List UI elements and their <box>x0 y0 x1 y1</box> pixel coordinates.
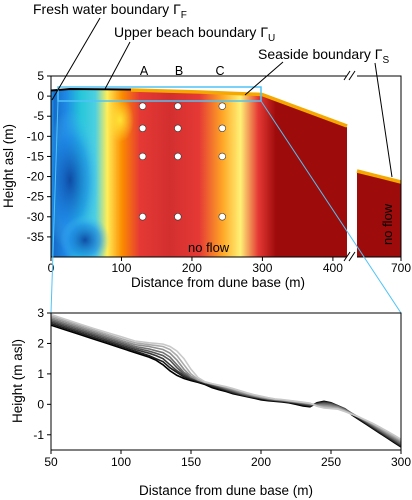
y-tick-label: -30 <box>27 210 45 224</box>
bottom-x-tick-label: 200 <box>251 455 271 469</box>
profile-series <box>51 313 401 448</box>
x-tick-label: 400 <box>323 261 343 275</box>
bottom-x-tick-label: 250 <box>321 455 341 469</box>
no-flow-bottom-label: no flow <box>188 240 230 255</box>
observation-point-c <box>218 102 226 110</box>
profile-label-c: C <box>215 64 224 78</box>
seaside-boundary-line-right <box>356 169 402 184</box>
bottom-x-tick-label: 100 <box>111 455 131 469</box>
y-tick-label: 5 <box>37 69 44 83</box>
upper-beach-annotation: Upper beach boundary ΓU <box>104 24 275 90</box>
x-tick-label: 700 <box>391 261 411 275</box>
bottom-axes-frame <box>50 312 402 451</box>
observation-point-c <box>218 152 226 161</box>
top-panel: 50-5-10-15-20-25-30-35 0 100 200 300 400 700 … <box>1 1 411 290</box>
y-axis-label: Height asl (m) <box>1 124 16 208</box>
observation-point-b <box>174 124 182 132</box>
svg-text:Upper beach boundary ΓU: Upper beach boundary ΓU <box>114 24 275 44</box>
x-axis-ticks: 0 100 200 300 400 700 <box>48 257 411 275</box>
bottom-x-tick-label: 300 <box>391 455 411 469</box>
svg-text:Seaside boundary ΓS: Seaside boundary ΓS <box>258 46 389 66</box>
seaside-boundary-line <box>130 88 348 128</box>
x-tick-label: 100 <box>111 261 131 275</box>
bottom-y-tick-label: -1 <box>33 428 44 442</box>
bottom-y-tick-label: 2 <box>37 336 44 350</box>
observation-point-a <box>138 102 147 110</box>
observation-point-a <box>138 213 147 221</box>
y-tick-label: -20 <box>27 170 45 184</box>
zoom-connector-left <box>50 100 59 314</box>
x-axis-label: Distance from dune base (m) <box>131 275 305 290</box>
x-tick-label: 300 <box>252 261 272 275</box>
fresh-water-lens-deep <box>60 215 110 257</box>
observation-point-b <box>174 152 182 161</box>
zoom-connector-right <box>260 100 402 314</box>
profile-label-b: B <box>175 64 183 78</box>
mixing-zone <box>106 98 134 142</box>
observation-point-a <box>138 124 147 132</box>
y-tick-label: -5 <box>33 109 44 123</box>
observation-point-b <box>174 102 182 110</box>
x-tick-label: 0 <box>48 261 55 275</box>
axis-break-marks <box>343 70 356 262</box>
seaside-annotation: Seaside boundary ΓS <box>244 46 393 178</box>
y-tick-label: 0 <box>37 89 44 103</box>
bottom-y-tick-label: 1 <box>37 367 44 381</box>
fresh-water-annotation: Fresh water boundary ΓF <box>33 1 187 101</box>
y-axis-ticks: 5 0 -5 -10 -15 -20 -25 -30 -35 <box>27 69 51 244</box>
bottom-x-tick-label: 150 <box>181 455 201 469</box>
bottom-y-tick-label: 0 <box>37 397 44 411</box>
fresh-water-lens <box>51 110 100 250</box>
y-tick-label: -35 <box>27 230 45 244</box>
observation-point-c <box>218 124 226 132</box>
zoom-region-box <box>57 86 262 102</box>
bottom-x-axis-ticks: 50 100 150 200 250 300 <box>44 450 411 469</box>
x-tick-label: 200 <box>182 261 202 275</box>
bottom-panel: 3 2 1 0 -1 50 100 150 200 250 300 Distance from d… <box>10 306 411 498</box>
no-flow-right-label: no flow <box>380 203 395 245</box>
y-tick-label: -10 <box>27 129 45 143</box>
bottom-y-axis-label: Height (m asl) <box>10 339 25 423</box>
y-tick-label: -15 <box>27 149 45 163</box>
bottom-x-tick-label: 50 <box>44 455 58 469</box>
observation-point-a <box>138 152 147 161</box>
observation-points <box>138 102 226 221</box>
bottom-y-axis-ticks: 3 2 1 0 -1 <box>33 306 51 442</box>
bottom-y-tick-label: 3 <box>37 306 44 320</box>
model-domain-field-right <box>357 172 401 257</box>
bottom-x-axis-label: Distance from dune base (m) <box>139 483 313 498</box>
observation-point-c <box>218 213 226 221</box>
profile-line <box>51 313 401 440</box>
svg-text:Fresh water boundary ΓF: Fresh water boundary ΓF <box>33 1 187 21</box>
y-tick-label: -25 <box>27 190 45 204</box>
profile-label-a: A <box>140 64 149 78</box>
observation-point-b <box>174 213 182 221</box>
